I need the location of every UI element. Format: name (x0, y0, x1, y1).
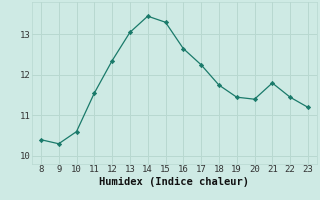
X-axis label: Humidex (Indice chaleur): Humidex (Indice chaleur) (100, 177, 249, 187)
